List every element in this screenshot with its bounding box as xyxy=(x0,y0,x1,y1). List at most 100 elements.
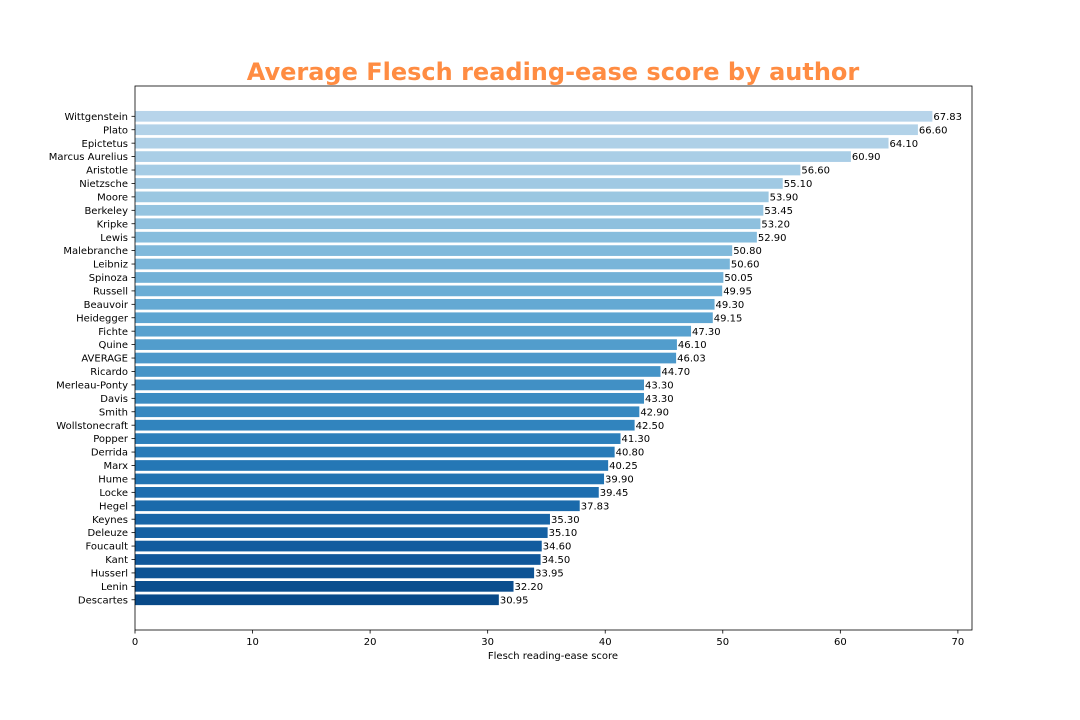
y-tick-label: Spinoza xyxy=(89,273,128,284)
value-label: 34.60 xyxy=(543,542,572,553)
bar-leibniz xyxy=(135,258,730,270)
x-tick-label: 10 xyxy=(246,637,259,648)
value-label: 43.30 xyxy=(645,394,674,405)
x-tick-label: 30 xyxy=(481,637,494,648)
x-tick-label: 70 xyxy=(952,637,965,648)
value-label: 40.25 xyxy=(609,461,638,472)
bar-lewis xyxy=(135,231,757,243)
y-tick-label: AVERAGE xyxy=(81,354,128,365)
value-label: 41.30 xyxy=(622,434,651,445)
bar-fichte xyxy=(135,325,692,337)
value-label: 46.10 xyxy=(678,340,707,351)
chart-title: Average Flesch reading-ease score by aut… xyxy=(247,58,860,86)
bar-berkeley xyxy=(135,204,764,216)
y-tick-label: Husserl xyxy=(91,569,128,580)
bar-hume xyxy=(135,473,605,485)
y-tick-label: Nietzsche xyxy=(79,179,128,190)
y-tick-label: Deleuze xyxy=(87,528,128,539)
value-label: 55.10 xyxy=(784,179,813,190)
bar-wittgenstein xyxy=(135,110,933,122)
value-label: 67.83 xyxy=(933,112,962,123)
y-tick-label: Plato xyxy=(103,125,128,136)
y-tick-label: Marx xyxy=(103,461,128,472)
x-tick-label: 40 xyxy=(599,637,612,648)
value-label: 53.45 xyxy=(764,206,793,217)
bar-wollstonecraft xyxy=(135,419,635,431)
y-tick-label: Wollstonecraft xyxy=(56,421,128,432)
axes-frame xyxy=(134,85,973,631)
x-tick-label: 60 xyxy=(834,637,847,648)
y-tick-label: Lewis xyxy=(100,233,128,244)
bar-moore xyxy=(135,191,769,203)
value-label: 35.30 xyxy=(551,515,580,526)
bar-smith xyxy=(135,406,640,418)
y-tick-label: Merleau-Ponty xyxy=(56,381,128,392)
value-label: 53.20 xyxy=(761,219,790,230)
y-tick-label: Foucault xyxy=(85,542,128,553)
bar-marcus-aurelius xyxy=(135,151,851,162)
value-label: 42.50 xyxy=(636,421,665,432)
bar-davis xyxy=(135,392,645,404)
x-axis-label: Flesch reading-ease score xyxy=(488,651,618,662)
y-tick-labels: Wittgenstein Plato Epictetus Marcus Aureliu… xyxy=(49,112,135,606)
bar-beauvoir xyxy=(135,298,715,310)
value-label: 37.83 xyxy=(581,501,610,512)
bar-kripke xyxy=(135,218,761,230)
bar-derrida xyxy=(135,446,615,458)
y-tick-label: Derrida xyxy=(91,448,128,459)
y-tick-label: Malebranche xyxy=(63,246,128,257)
value-label: 44.70 xyxy=(661,367,690,378)
bar-foucault xyxy=(135,540,542,552)
bar-lenin xyxy=(135,581,514,592)
bar-average xyxy=(135,352,677,364)
value-label: 50.80 xyxy=(733,246,762,257)
value-label: 33.95 xyxy=(535,569,564,580)
bar-deleuze xyxy=(135,527,548,538)
value-label: 39.90 xyxy=(605,475,634,486)
value-label: 50.60 xyxy=(731,260,760,271)
y-tick-label: Kripke xyxy=(97,219,128,230)
value-label: 35.10 xyxy=(549,528,578,539)
bar-spinoza xyxy=(135,272,724,283)
value-label: 47.30 xyxy=(692,327,721,338)
x-axis-ticks: 0 10 20 30 40 50 60 70 xyxy=(132,630,964,648)
bar-ricardo xyxy=(135,366,661,377)
y-tick-label: Descartes xyxy=(78,595,128,606)
bar-marx xyxy=(135,460,609,471)
value-label: 64.10 xyxy=(890,139,919,150)
value-label: 49.30 xyxy=(716,300,745,311)
bar-epictetus xyxy=(135,137,889,149)
y-tick-label: Marcus Aurelius xyxy=(49,152,128,163)
value-label: 60.90 xyxy=(852,152,881,163)
y-tick-label: Epictetus xyxy=(82,139,128,150)
bar-descartes xyxy=(135,594,499,606)
value-label: 43.30 xyxy=(645,381,674,392)
y-tick-label: Beauvoir xyxy=(84,300,129,311)
y-tick-label: Smith xyxy=(99,407,128,418)
value-label: 46.03 xyxy=(677,354,706,365)
y-tick-label: Heidegger xyxy=(76,313,129,324)
value-label: 52.90 xyxy=(758,233,787,244)
y-tick-label: Aristotle xyxy=(86,166,128,177)
bar-merleau-ponty xyxy=(135,379,645,391)
value-label: 50.05 xyxy=(724,273,753,284)
y-tick-label: Keynes xyxy=(92,515,128,526)
value-label: 49.15 xyxy=(714,313,743,324)
value-label: 53.90 xyxy=(770,192,799,203)
y-tick-label: Russell xyxy=(93,286,128,297)
value-label: 66.60 xyxy=(919,125,948,136)
bar-hegel xyxy=(135,500,580,512)
y-tick-label: Wittgenstein xyxy=(64,112,128,123)
value-label: 40.80 xyxy=(616,448,645,459)
bar-plato xyxy=(135,124,918,136)
y-tick-label: Leibniz xyxy=(93,260,128,271)
value-label: 30.95 xyxy=(500,595,529,606)
y-tick-label: Quine xyxy=(99,340,128,351)
bar-nietzsche xyxy=(135,178,783,189)
x-tick-label: 50 xyxy=(716,637,729,648)
y-tick-label: Locke xyxy=(99,488,128,499)
bar-russell xyxy=(135,285,723,297)
value-label: 56.60 xyxy=(801,166,830,177)
